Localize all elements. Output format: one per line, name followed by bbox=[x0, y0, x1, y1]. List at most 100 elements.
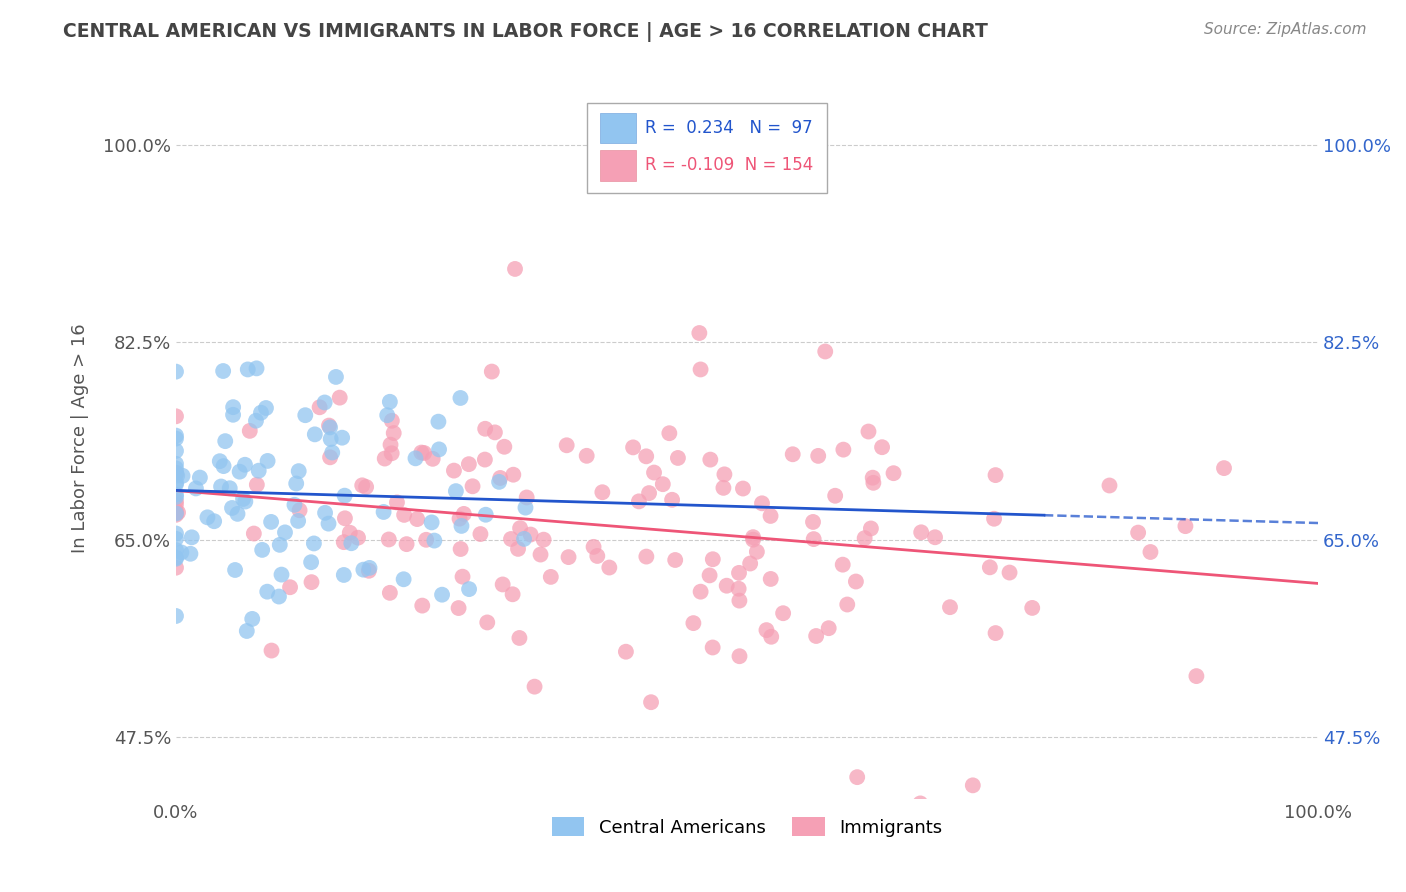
Point bbox=[354, 480, 377, 494]
Point bbox=[222, 400, 245, 414]
Point bbox=[1126, 525, 1149, 540]
Point bbox=[449, 511, 471, 525]
Point bbox=[883, 466, 905, 480]
Point bbox=[1098, 478, 1121, 492]
Point bbox=[1185, 669, 1208, 683]
Point bbox=[814, 344, 837, 359]
Point bbox=[411, 599, 433, 613]
Point bbox=[817, 621, 839, 635]
Point bbox=[832, 442, 855, 457]
Point bbox=[643, 466, 665, 480]
Point bbox=[165, 532, 187, 546]
Point bbox=[845, 574, 868, 589]
Point bbox=[614, 645, 637, 659]
Point bbox=[702, 640, 724, 655]
Point bbox=[824, 489, 846, 503]
Point bbox=[321, 445, 343, 459]
Point bbox=[233, 494, 256, 508]
Point bbox=[165, 507, 187, 521]
Point bbox=[352, 563, 374, 577]
Point bbox=[333, 568, 356, 582]
Point bbox=[197, 510, 219, 524]
Point bbox=[474, 452, 496, 467]
Point bbox=[165, 409, 187, 424]
Point bbox=[374, 451, 396, 466]
Point bbox=[636, 549, 658, 564]
Point bbox=[325, 370, 347, 384]
Point bbox=[202, 514, 225, 528]
Point bbox=[449, 391, 471, 405]
Point bbox=[188, 470, 211, 484]
Point bbox=[509, 521, 531, 535]
Point bbox=[165, 466, 187, 480]
Point bbox=[413, 446, 436, 460]
Point bbox=[759, 508, 782, 523]
Point bbox=[984, 626, 1007, 640]
Point bbox=[1213, 461, 1236, 475]
Point bbox=[269, 538, 291, 552]
Point bbox=[621, 441, 644, 455]
Point bbox=[443, 464, 465, 478]
Point bbox=[382, 426, 405, 441]
Point bbox=[378, 394, 401, 409]
Point bbox=[373, 505, 395, 519]
Point bbox=[333, 489, 356, 503]
Point bbox=[165, 490, 187, 504]
Point bbox=[304, 427, 326, 442]
Point bbox=[474, 422, 496, 436]
Point bbox=[406, 512, 429, 526]
Point bbox=[481, 365, 503, 379]
Point bbox=[405, 451, 427, 466]
Text: Source: ZipAtlas.com: Source: ZipAtlas.com bbox=[1204, 22, 1367, 37]
Point bbox=[457, 457, 479, 471]
Point bbox=[689, 362, 711, 376]
Point bbox=[831, 558, 853, 572]
Point bbox=[165, 506, 187, 520]
Point bbox=[450, 541, 472, 556]
Point bbox=[329, 391, 352, 405]
Point bbox=[870, 440, 893, 454]
Point bbox=[352, 478, 374, 492]
Point bbox=[862, 475, 884, 490]
Point bbox=[221, 500, 243, 515]
Point bbox=[716, 579, 738, 593]
Point bbox=[444, 484, 467, 499]
Point bbox=[636, 450, 658, 464]
FancyBboxPatch shape bbox=[588, 103, 827, 193]
Point bbox=[782, 447, 804, 461]
Point bbox=[494, 440, 516, 454]
Point bbox=[755, 623, 778, 637]
Point bbox=[803, 532, 825, 546]
Point bbox=[212, 459, 235, 474]
Point bbox=[447, 601, 470, 615]
Point bbox=[420, 516, 443, 530]
Point bbox=[742, 530, 765, 544]
Point bbox=[308, 401, 330, 415]
Point bbox=[411, 445, 433, 459]
Point bbox=[165, 497, 187, 511]
Point bbox=[314, 395, 336, 409]
Point bbox=[430, 588, 453, 602]
Point bbox=[239, 424, 262, 438]
Point bbox=[165, 494, 187, 508]
Point bbox=[165, 466, 187, 480]
Point bbox=[939, 600, 962, 615]
Point bbox=[661, 492, 683, 507]
Point bbox=[381, 414, 404, 428]
Point bbox=[226, 507, 249, 521]
FancyBboxPatch shape bbox=[600, 112, 637, 143]
Point bbox=[846, 770, 869, 784]
Point bbox=[250, 542, 273, 557]
Point bbox=[285, 476, 308, 491]
Point bbox=[165, 504, 187, 518]
Point bbox=[165, 475, 187, 490]
Point bbox=[250, 406, 273, 420]
Point bbox=[591, 485, 613, 500]
Point bbox=[658, 426, 681, 441]
Point bbox=[267, 590, 290, 604]
Point bbox=[359, 561, 381, 575]
Point bbox=[340, 536, 363, 550]
Point bbox=[859, 521, 882, 535]
Point bbox=[502, 587, 524, 601]
Point bbox=[224, 563, 246, 577]
